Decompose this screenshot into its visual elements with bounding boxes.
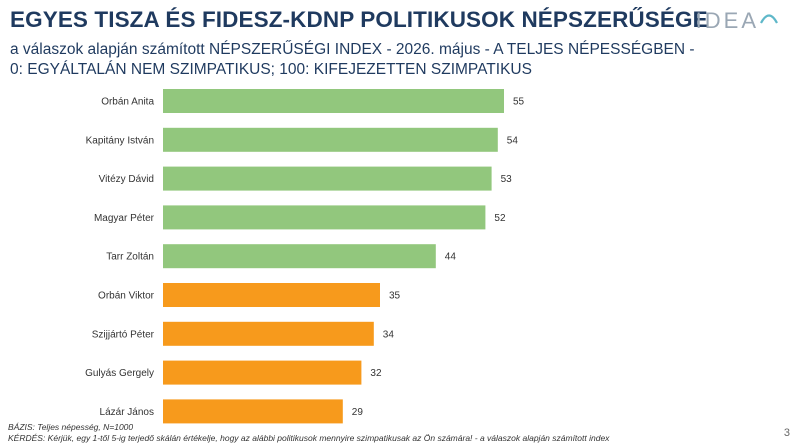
value-label: 35: [389, 291, 401, 302]
category-label: Orbán Anita: [101, 97, 154, 108]
value-label: 52: [494, 213, 506, 224]
value-label: 29: [352, 407, 364, 418]
logo-arc-icon: [760, 14, 778, 24]
chart-subtitle: a válaszok alapján számított NÉPSZERŰSÉG…: [10, 41, 695, 78]
value-label: 55: [513, 97, 525, 108]
footer-base: BÁZIS: Teljes népesség, N=1000: [8, 422, 134, 432]
value-label: 34: [383, 329, 395, 340]
category-label: Szijjártó Péter: [92, 329, 155, 340]
category-label: Vitézy Dávid: [99, 174, 154, 185]
value-label: 53: [501, 174, 513, 185]
category-label: Magyar Péter: [94, 213, 155, 224]
bar: [163, 399, 343, 424]
bar: [163, 321, 374, 346]
category-label: Lázár János: [100, 407, 154, 418]
bar: [163, 127, 498, 152]
page-number: 3: [783, 427, 790, 439]
bar: [163, 166, 492, 191]
bar: [163, 283, 380, 307]
bar: [163, 244, 436, 269]
idea-logo: IDEA: [696, 8, 778, 38]
bar: [163, 89, 504, 113]
category-label: Gulyás Gergely: [85, 368, 154, 379]
bar: [163, 205, 486, 230]
category-label: Tarr Zoltán: [106, 252, 154, 263]
value-label: 44: [445, 252, 457, 263]
footer-question: KÉRDÉS: Kérjük, egy 1-től 5-ig terjedő s…: [8, 433, 610, 443]
category-label: Kapitány István: [86, 135, 154, 146]
category-label: Orbán Viktor: [98, 291, 155, 302]
chart-title: EGYES TISZA ÉS FIDESZ-KDNP POLITIKUSOK N…: [10, 7, 708, 32]
value-label: 54: [507, 135, 519, 146]
value-label: 32: [370, 368, 382, 379]
logo-text: IDEA: [695, 8, 759, 33]
bar: [163, 360, 362, 385]
